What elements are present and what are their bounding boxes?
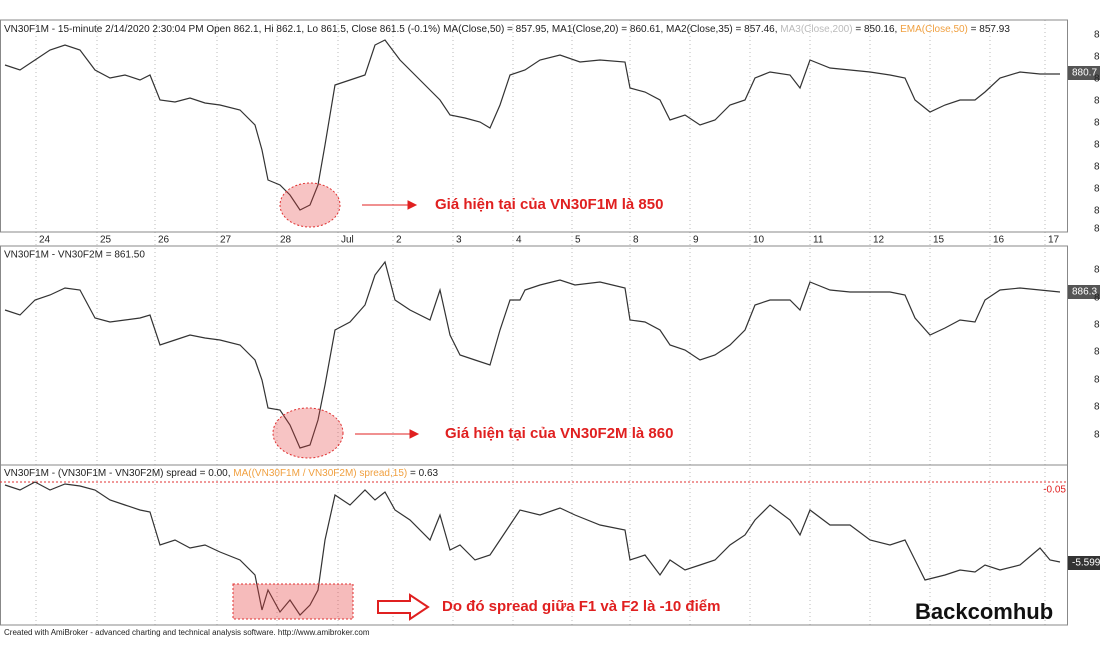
y-label: 8 <box>1094 375 1100 386</box>
x-label: 5 <box>575 235 581 246</box>
annotation: Giá hiện tại của VN30F2M là 860 <box>445 425 673 442</box>
x-label: 12 <box>873 235 885 246</box>
price-label: 880.7 <box>1072 68 1097 79</box>
price-tag <box>1068 285 1100 299</box>
y-label: 8 <box>1094 347 1100 358</box>
footer: Created with AmiBroker - advanced charti… <box>4 628 370 637</box>
x-label: 25 <box>100 235 112 246</box>
y-label: 8 <box>1094 402 1100 413</box>
y-label: 8 <box>1094 30 1100 41</box>
highlight-ellipse <box>279 182 341 228</box>
y-label: 8 <box>1094 224 1100 235</box>
y-label: 8 <box>1094 52 1100 63</box>
y-label: 8 <box>1094 96 1100 107</box>
x-label: 4 <box>516 235 522 246</box>
x-label: 8 <box>633 235 639 246</box>
spread-label: -0.05 <box>1043 485 1066 496</box>
x-label: 28 <box>280 235 292 246</box>
x-label: 3 <box>456 235 462 246</box>
y-label: 8 <box>1094 265 1100 276</box>
highlight-ellipse <box>272 407 344 459</box>
y-label: 8 <box>1094 320 1100 331</box>
price-tag <box>1068 556 1100 570</box>
x-label: 15 <box>933 235 945 246</box>
pane-3 <box>0 464 1068 626</box>
pane-header: VN30F1M - VN30F2M = 861.50 <box>4 250 145 261</box>
hollow-arrow <box>377 593 430 621</box>
annotation: Do đó spread giữa F1 và F2 là -10 điểm <box>442 598 720 615</box>
x-label: 11 <box>813 235 824 246</box>
y-label: 8 <box>1094 293 1100 304</box>
x-label: Jul <box>341 235 354 246</box>
price-trace <box>4 260 1061 449</box>
y-label: 8 <box>1094 162 1100 173</box>
y-label: 8 <box>1094 206 1100 217</box>
pane-header: VN30F1M - 15-minute 2/14/2020 2:30:04 PM… <box>4 24 1010 35</box>
y-label: 8 <box>1094 184 1100 195</box>
logo: Backcomhub <box>915 599 1053 624</box>
y-label: 8 <box>1094 74 1100 85</box>
x-label: 9 <box>693 235 699 246</box>
x-label: 17 <box>1048 235 1060 246</box>
price-tag <box>1068 66 1100 80</box>
y-label: 8 <box>1094 140 1100 151</box>
highlight-box <box>232 583 354 620</box>
spread-label: -5.599 <box>1072 558 1100 569</box>
x-label: 27 <box>220 235 232 246</box>
pane-header: VN30F1M - (VN30F1M - VN30F2M) spread = 0… <box>4 468 439 479</box>
y-label: 8 <box>1094 430 1100 441</box>
x-label: 16 <box>993 235 1005 246</box>
x-label: 26 <box>158 235 170 246</box>
x-label: 2 <box>396 235 402 246</box>
spread-trace <box>4 481 1061 616</box>
arrows <box>355 200 420 439</box>
price-label: 886.3 <box>1072 287 1097 298</box>
pane-1 <box>0 19 1068 233</box>
annotation: Giá hiện tại của VN30F1M là 850 <box>435 196 663 213</box>
price-trace <box>4 39 1060 211</box>
y-label: 8 <box>1094 118 1100 129</box>
grid <box>35 20 1046 625</box>
axes: 24 25 26 27 28 Jul 2 3 4 5 8 9 10 11 12 15 16 17888888888… <box>39 30 1100 441</box>
x-label: 24 <box>39 235 51 246</box>
x-label: 10 <box>753 235 765 246</box>
